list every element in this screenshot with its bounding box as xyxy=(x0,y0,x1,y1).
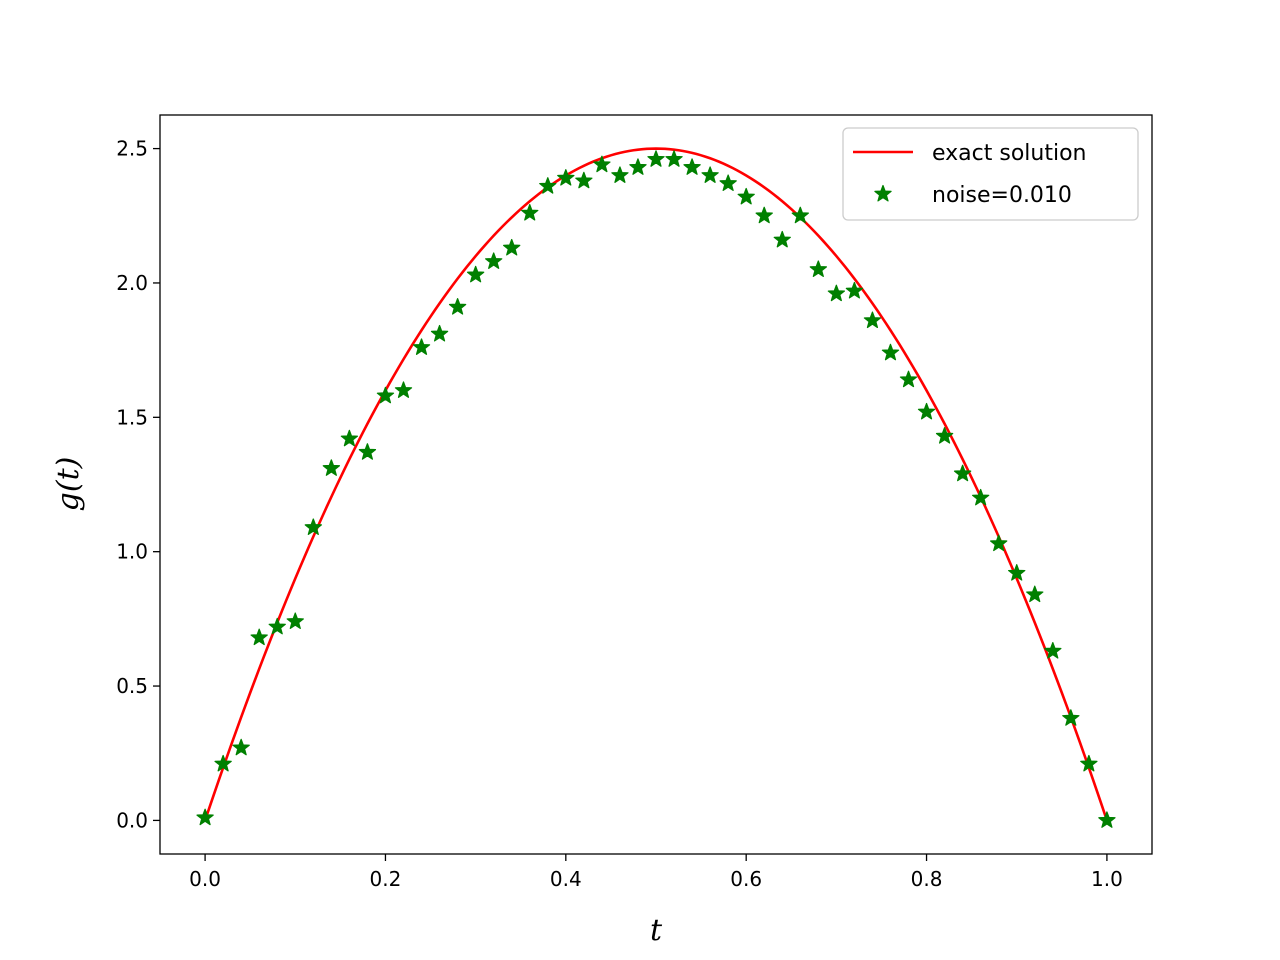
y-tick-label: 0.0 xyxy=(116,808,148,832)
plot-area xyxy=(196,147,1116,828)
data-point-noise xyxy=(665,150,683,167)
data-point-noise xyxy=(773,230,791,248)
x-tick-label: 0.2 xyxy=(370,867,402,891)
data-point-noise xyxy=(863,311,882,329)
data-point-noise xyxy=(990,534,1008,552)
y-tick-label: 2.0 xyxy=(116,271,148,295)
legend-star-marker xyxy=(874,184,892,202)
data-point-noise xyxy=(394,381,413,398)
data-point-noise xyxy=(304,518,322,535)
data-point-noise xyxy=(1026,585,1044,603)
data-point-noise xyxy=(340,429,359,447)
data-point-noise xyxy=(917,402,936,420)
x-tick-label: 0.0 xyxy=(189,867,221,891)
y-axis-label: g(t) xyxy=(51,457,86,512)
data-point-noise xyxy=(1098,811,1116,828)
data-point-noise xyxy=(935,427,954,444)
data-point-noise xyxy=(755,206,773,224)
y-tick-label: 1.0 xyxy=(116,540,148,564)
data-point-noise xyxy=(1044,642,1062,659)
data-point-noise xyxy=(539,177,557,194)
data-point-noise xyxy=(575,171,593,189)
data-point-noise xyxy=(466,265,485,283)
data-point-noise xyxy=(647,150,665,167)
data-point-noise xyxy=(809,260,828,277)
data-point-noise xyxy=(701,166,719,183)
data-point-noise xyxy=(232,738,250,756)
data-point-noise xyxy=(629,158,647,175)
data-point-noise xyxy=(430,324,449,342)
x-tick-label: 0.4 xyxy=(550,867,582,891)
data-point-noise xyxy=(322,459,341,476)
series-line-exact-solution xyxy=(203,147,1109,821)
data-point-noise xyxy=(1062,709,1080,726)
data-point-noise xyxy=(1008,564,1026,581)
y-tick-label: 0.5 xyxy=(116,674,148,698)
data-point-noise xyxy=(683,158,701,175)
data-point-noise xyxy=(593,155,611,173)
data-point-noise xyxy=(484,252,503,269)
series-markers-noise xyxy=(196,150,1116,828)
data-point-noise xyxy=(737,187,755,205)
data-point-noise xyxy=(250,628,268,646)
data-point-noise xyxy=(412,338,431,355)
data-point-noise xyxy=(196,808,214,826)
x-tick-label: 0.6 xyxy=(730,867,762,891)
y-tick-label: 1.5 xyxy=(116,405,148,429)
x-tick-label: 1.0 xyxy=(1091,867,1123,891)
data-point-noise xyxy=(845,281,864,299)
data-point-noise xyxy=(971,488,990,506)
x-axis-label: t xyxy=(650,913,663,948)
data-point-noise xyxy=(448,298,467,315)
data-point-noise xyxy=(358,443,377,460)
legend-label-noise: noise=0.010 xyxy=(932,183,1072,208)
data-point-noise xyxy=(611,166,629,183)
legend: exact solution noise=0.010 xyxy=(842,127,1139,221)
data-point-noise xyxy=(286,612,304,630)
data-point-noise xyxy=(214,754,232,772)
data-point-noise xyxy=(953,464,972,482)
data-point-noise xyxy=(521,203,539,221)
data-point-noise xyxy=(899,370,918,388)
x-tick-label: 0.8 xyxy=(911,867,943,891)
legend-label-exact-solution: exact solution xyxy=(932,141,1086,166)
y-tick-label: 2.5 xyxy=(116,137,148,161)
data-point-noise xyxy=(1080,754,1098,772)
data-point-noise xyxy=(881,343,900,361)
legend-box xyxy=(842,127,1139,221)
x-axis-ticks: 0.0 0.2 0.4 0.6 0.8 1.0 xyxy=(189,854,1123,891)
data-point-noise xyxy=(503,238,521,256)
y-axis-ticks: 0.0 0.5 1.0 1.5 2.0 2.5 xyxy=(116,137,160,832)
legend-star-swatch xyxy=(874,184,892,202)
data-point-noise xyxy=(557,169,575,186)
data-point-noise xyxy=(268,617,286,635)
axes-frame xyxy=(159,114,1153,855)
data-point-noise xyxy=(719,174,737,191)
data-point-noise xyxy=(827,284,846,302)
data-point-noise xyxy=(791,206,809,224)
data-point-noise xyxy=(376,386,395,404)
